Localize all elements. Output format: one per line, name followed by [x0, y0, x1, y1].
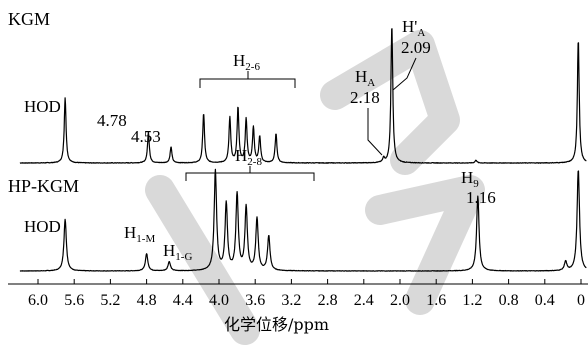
series-label-hp-kgm: HP-KGM — [8, 176, 79, 196]
kgm-peak-label-453: 4.53 — [131, 127, 161, 146]
x-tick-label: 4.0 — [209, 292, 229, 309]
kgm-ha-label: HA — [355, 67, 375, 89]
series-line-hp-kgm — [19, 168, 587, 272]
x-tick-label: 3.2 — [281, 292, 301, 309]
x-tick-label: 0.4 — [535, 292, 555, 309]
hp-peak-label-hod: HOD — [24, 217, 61, 236]
series-label-kgm: KGM — [8, 9, 50, 29]
series-line-kgm — [19, 28, 587, 164]
x-axis-title: 化学位移/ppm — [224, 315, 329, 334]
kgm-ha-leader — [367, 108, 383, 156]
kgm-h26-bracket — [199, 78, 296, 88]
x-tick-label: 0.8 — [499, 292, 519, 309]
kgm-ha-prime-value: 2.09 — [401, 38, 431, 57]
x-tick-label: 4.4 — [173, 292, 193, 309]
hp-h28-bracket — [185, 172, 315, 181]
x-tick-label: 2.8 — [318, 292, 338, 309]
x-tick-label: 6.0 — [28, 292, 48, 309]
hp-h9-label: H9 — [461, 168, 479, 190]
kgm-h26-label: H2-6 — [233, 51, 260, 73]
x-tick-label: 4.8 — [137, 292, 157, 309]
kgm-ha-prime-label: H'A — [402, 17, 425, 39]
x-tick-label: 5.6 — [64, 292, 84, 309]
x-tick-label: 1.6 — [426, 292, 446, 309]
watermark — [145, 30, 485, 345]
x-tick-label: 0 — [577, 292, 585, 309]
kgm-peak-label-hod: HOD — [24, 97, 61, 116]
x-tick-label: 1.2 — [462, 292, 482, 309]
hp-peak-label-h1g: H1-G — [163, 241, 192, 263]
hp-h28-label: H2-8 — [235, 146, 262, 168]
x-tick-label: 3.6 — [245, 292, 265, 309]
hp-peak-label-h1m: H1-M — [124, 223, 155, 245]
x-tick-label: 2.0 — [390, 292, 410, 309]
x-axis-ticks: 6.0 5.6 5.2 4.8 4.4 4.0 3.6 3.2 2.8 2.4 2.0 1.6 1.2 0… — [28, 279, 585, 309]
x-tick-label: 2.4 — [354, 292, 374, 309]
kgm-ha-prime-leader — [392, 57, 417, 91]
hp-h9-value: 1.16 — [466, 188, 496, 207]
kgm-peak-label-478: 4.78 — [97, 111, 127, 130]
kgm-ha-value: 2.18 — [350, 88, 380, 107]
spectrum-traces — [19, 28, 587, 272]
x-tick-label: 5.2 — [100, 292, 120, 309]
